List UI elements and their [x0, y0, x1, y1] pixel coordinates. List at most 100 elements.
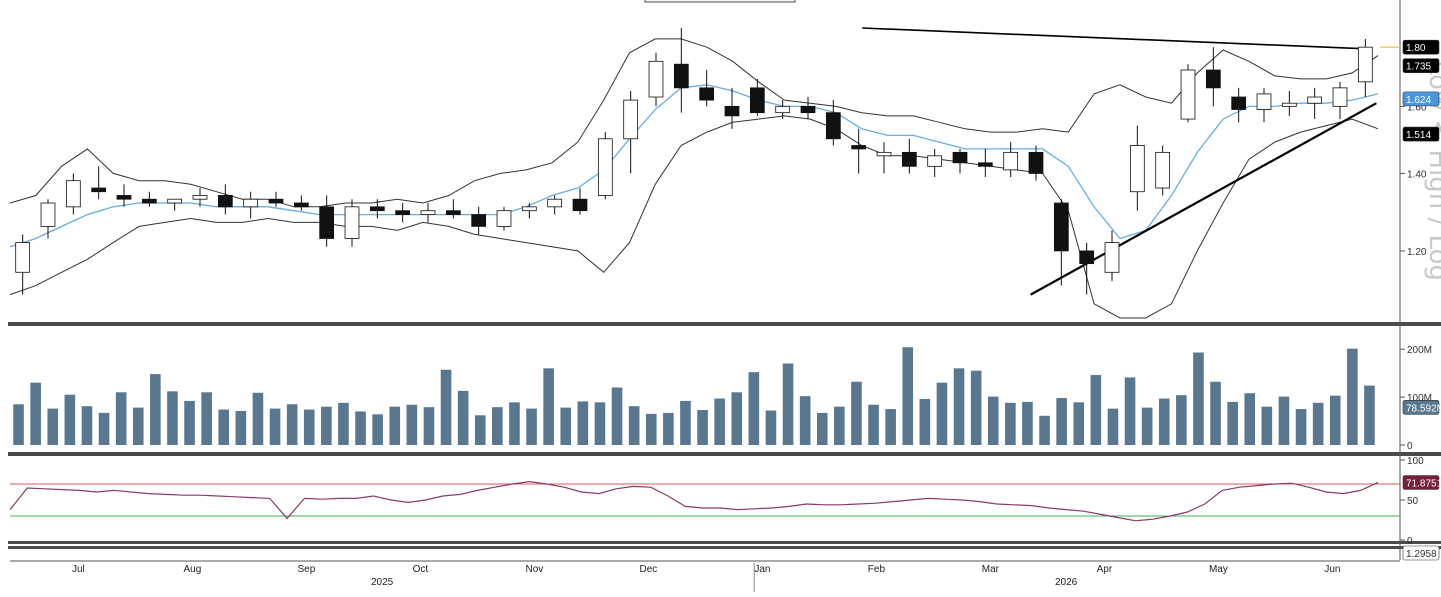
time-axis: Jul Aug Sep Oct Nov Dec Jan Feb Mar Apr May Jun 2025…: [10, 560, 1400, 592]
panel-divider-lower[interactable]: [8, 541, 1441, 544]
volume-bar: [47, 408, 59, 445]
candle-body: [369, 206, 385, 212]
legend-stub[interactable]: [644, 0, 796, 3]
volume-bar: [201, 392, 212, 445]
price-tick-label: 1.60: [1407, 102, 1427, 113]
volume-bar: [902, 347, 914, 445]
volume-bar: [150, 374, 161, 445]
overlay-line-moving-average: [9, 84, 1379, 248]
panel-divider-rsi[interactable]: [8, 452, 1441, 456]
candle-body: [1155, 151, 1171, 189]
candle-body: [192, 195, 208, 200]
volume-bar: [355, 411, 366, 445]
volume-bar: [987, 396, 999, 445]
overlay-line-lower-band: [9, 115, 1379, 319]
candle-body: [1357, 46, 1373, 83]
volume-bar: [321, 406, 332, 445]
year-label-2025: 2025: [371, 577, 394, 588]
rsi-tick-label: 100: [1407, 456, 1424, 467]
volume-bar: [218, 409, 230, 445]
candle-body: [293, 202, 309, 208]
candle-body: [800, 105, 816, 114]
volume-bar: [30, 382, 41, 445]
candle-body: [217, 195, 233, 208]
volume-bar: [1278, 396, 1290, 445]
candle-body: [319, 206, 335, 239]
candle-body: [648, 60, 664, 98]
candle-body: [749, 87, 765, 114]
volume-bar: [970, 370, 982, 445]
candle-body: [572, 198, 588, 212]
rsi-line: [9, 480, 1379, 522]
volume-bar: [526, 408, 537, 445]
candle-body: [1281, 102, 1297, 107]
bottom-value-tag: 1.2958: [1406, 549, 1437, 560]
candle-body: [927, 155, 943, 167]
year-label-2026: 2026: [1055, 577, 1078, 588]
trendline-1[interactable]: [862, 27, 1360, 50]
volume-bar: [680, 400, 691, 445]
volume-bar: [1312, 402, 1324, 445]
volume-bar: [697, 410, 708, 445]
volume-bar: [919, 399, 931, 445]
candle-body: [420, 210, 436, 215]
candle-body: [496, 210, 512, 227]
candle-body: [1332, 87, 1348, 107]
volume-bar: [782, 363, 794, 445]
volume-bar: [81, 406, 93, 445]
price-value-tag-4: 1.514: [1406, 130, 1431, 141]
volume-bar: [132, 407, 144, 445]
candle-body: [395, 210, 411, 215]
volume-bar: [714, 398, 725, 445]
volume-bar: [628, 406, 640, 445]
month-label-sep: Sep: [298, 564, 316, 575]
candle-body: [952, 151, 968, 164]
volume-bar: [1210, 381, 1221, 445]
candle-body: [1003, 151, 1019, 171]
price-value-tag-1: 1.80: [1406, 43, 1426, 54]
volume-bar: [423, 407, 435, 445]
volume-bar: [645, 413, 657, 445]
candle-body: [167, 198, 183, 204]
volume-bar: [765, 410, 777, 445]
candle-body: [1307, 96, 1323, 104]
volume-bar: [1329, 395, 1341, 445]
volume-bar: [1244, 393, 1256, 445]
panel-divider-volume[interactable]: [8, 322, 1441, 326]
volume-tick-label: 100M: [1407, 393, 1432, 404]
volume-bar: [509, 402, 520, 445]
volume-bar: [286, 404, 298, 445]
volume-tick-label: 0: [1407, 441, 1413, 452]
volume-bar: [1347, 348, 1358, 445]
candle-body: [1053, 202, 1069, 252]
panel-divider-axis[interactable]: [8, 546, 1441, 549]
volume-bar: [577, 401, 589, 445]
volume-bar: [1193, 352, 1204, 445]
volume-bar: [663, 412, 674, 445]
candle-body: [1079, 250, 1095, 265]
rsi-tick-label: 0: [1407, 536, 1413, 547]
volume-bar: [953, 368, 965, 445]
candle-body: [268, 198, 284, 204]
volume-bar: [269, 408, 281, 445]
month-label-feb: Feb: [868, 564, 886, 575]
volume-bar: [474, 415, 486, 445]
volume-bar: [1364, 385, 1375, 445]
price-value-tag-2-bg: [1402, 58, 1440, 73]
volume-bar: [560, 407, 572, 445]
overlay-line-upper-band: [9, 38, 1379, 208]
month-label-aug: Aug: [184, 564, 202, 575]
volume-bar: [594, 402, 606, 445]
value-tags: 1.80 1.735 1.624 1.514 78.592M 71.8751 1.2958: [1380, 39, 1441, 561]
month-label-jan: Jan: [754, 564, 770, 575]
volume-bar: [1261, 406, 1273, 445]
price-value-tag-4-bg: [1402, 126, 1440, 142]
volume-bar: [543, 368, 554, 445]
candle-body: [977, 162, 993, 167]
volume-bar: [1295, 409, 1307, 445]
volume-bar: [851, 381, 862, 445]
candle-body: [1104, 242, 1120, 273]
candle-body: [1205, 69, 1221, 89]
